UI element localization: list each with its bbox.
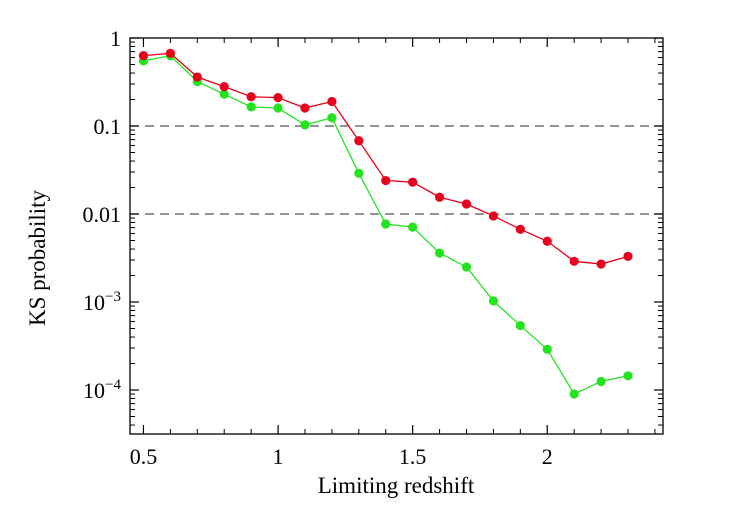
red-series-line: [143, 52, 629, 265]
x-tick-label-0: 0.5: [130, 444, 158, 469]
red-point-4: [246, 92, 256, 102]
x-tick-label-2: 1.5: [399, 444, 427, 469]
red-point-8: [354, 136, 364, 146]
green-point-11: [434, 248, 445, 258]
green-point-15: [542, 344, 552, 354]
red-point-9: [381, 175, 391, 186]
green-point-17: [596, 376, 606, 387]
green-point-18: [623, 371, 633, 381]
red-point-7: [327, 96, 337, 107]
series-layer: [138, 48, 633, 399]
y-axis-label: KS probability: [25, 189, 50, 326]
green-point-8: [354, 168, 364, 178]
red-point-1: [165, 48, 175, 58]
green-point-7: [327, 113, 337, 123]
green-point-9: [381, 219, 391, 229]
ref-lines: [130, 125, 663, 215]
green-point-16: [569, 389, 579, 399]
red-point-14: [515, 224, 525, 234]
green-point-4: [246, 102, 256, 112]
y-tick-label-3: 10−3: [83, 289, 121, 315]
x-axis-label: Limiting redshift: [318, 473, 475, 498]
y-tick-label-0: 1: [110, 26, 121, 51]
red-point-0: [138, 51, 149, 61]
x-tick-label-1: 1: [273, 444, 284, 469]
y-tick-label-2: 0.01: [83, 202, 122, 227]
red-point-13: [488, 211, 499, 221]
x-tick-label-3: 2: [542, 444, 553, 469]
y-tick-label-1: 0.1: [94, 114, 122, 139]
tick-labels: 0.5 1 1.5 2 1 0.1 0.01 10−3 10−4: [83, 26, 553, 469]
green-point-5: [273, 103, 283, 113]
red-point-2: [192, 72, 202, 82]
red-point-3: [219, 82, 229, 92]
red-point-16: [569, 256, 579, 266]
red-point-6: [300, 103, 310, 113]
green-point-6: [300, 120, 310, 130]
green-point-12: [461, 262, 472, 272]
green-point-10: [408, 222, 418, 232]
y-tick-label-4: 10−4: [83, 377, 121, 403]
green-point-14: [515, 320, 525, 331]
red-point-12: [461, 199, 472, 209]
red-point-11: [434, 192, 445, 202]
red-point-18: [623, 251, 633, 261]
ticks: [130, 37, 663, 434]
red-point-15: [542, 236, 552, 246]
green-point-13: [488, 296, 499, 306]
red-point-17: [596, 259, 606, 269]
green-point-3: [219, 89, 229, 99]
red-point-10: [408, 177, 418, 187]
red-point-5: [273, 93, 283, 103]
plot-frame: [129, 37, 664, 435]
